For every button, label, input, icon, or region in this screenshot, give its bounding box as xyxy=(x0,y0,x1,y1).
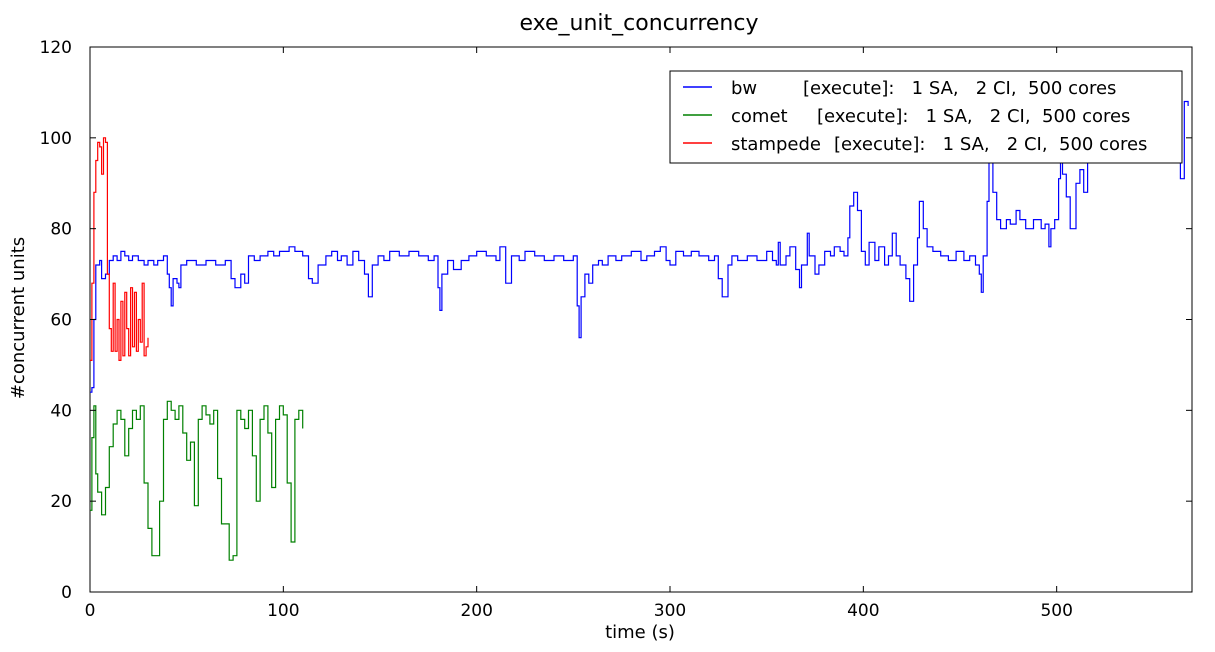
x-tick-label: 0 xyxy=(85,601,96,621)
legend-detail-bw: [execute]: 1 SA, 2 CI, 500 cores xyxy=(803,78,1116,99)
legend-label-stampede: stampede xyxy=(731,134,821,155)
series-line-comet xyxy=(90,401,303,560)
x-tick-label: 200 xyxy=(460,601,492,621)
y-tick-label: 80 xyxy=(50,220,72,240)
series-layer xyxy=(90,102,1188,561)
y-tick-label: 20 xyxy=(50,492,72,512)
legend-label-comet: comet xyxy=(731,106,788,127)
chart-title: exe_unit_concurrency xyxy=(519,11,758,36)
x-tick-label: 300 xyxy=(654,601,686,621)
legend: bw comet stampede [execute]: 1 SA, 2 CI, 50… xyxy=(670,71,1182,163)
y-tick-label: 60 xyxy=(50,311,72,331)
series-line-stampede xyxy=(90,138,148,361)
y-tick-label: 120 xyxy=(40,38,72,58)
x-tick-label: 400 xyxy=(847,601,879,621)
y-tick-label: 40 xyxy=(50,401,72,421)
y-tick-label: 100 xyxy=(40,129,72,149)
y-tick-label: 0 xyxy=(61,583,72,603)
legend-detail-comet: [execute]: 1 SA, 2 CI, 500 cores xyxy=(817,106,1130,127)
x-tick-label: 100 xyxy=(267,601,299,621)
legend-detail-stampede: [execute]: 1 SA, 2 CI, 500 cores xyxy=(834,134,1147,155)
x-axis-label: time (s) xyxy=(605,622,675,643)
y-axis-label: #concurrent units xyxy=(8,237,29,399)
legend-label-bw: bw xyxy=(731,78,757,99)
x-tick-label: 500 xyxy=(1040,601,1072,621)
